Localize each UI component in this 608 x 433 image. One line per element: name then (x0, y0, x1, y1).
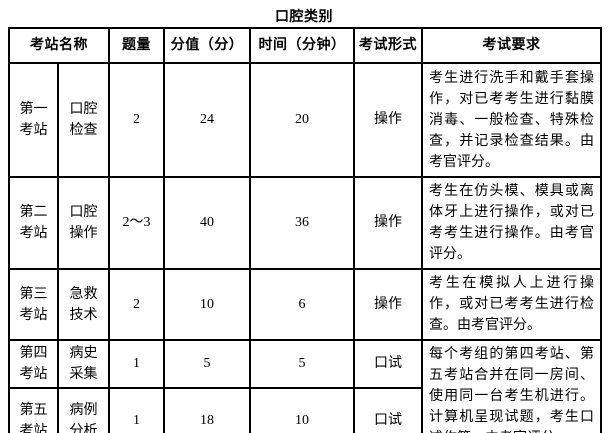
station-1-requirements: 考生进行洗手和戴手套操作，对已考考生进行黏膜消毒、一般检查、特殊检查，并记录检查… (421, 62, 602, 178)
page-title: 口腔类别 (275, 10, 333, 25)
station-3-name: 急救 技术 (57, 268, 110, 341)
station-2-quantity: 2～3 (108, 176, 165, 270)
station-5-name: 病例 分析 (57, 387, 110, 433)
header-score: 分值（分） (163, 27, 251, 64)
table-row: 第五 考站 病例 分析 1 18 10 口试 (8, 387, 601, 433)
station-1-quantity: 2 (108, 62, 165, 178)
station-4-format: 口试 (353, 339, 423, 389)
header-quantity: 题量 (108, 27, 165, 64)
station-5-score: 18 (163, 387, 251, 433)
table-row: 第四 考站 病史 采集 1 5 5 口试 每个考组的第四考站、第五考站合并在同一… (8, 339, 602, 433)
station-2-score: 40 (163, 176, 251, 270)
header-format: 考试形式 (353, 27, 423, 64)
station-5-format: 口试 (353, 387, 423, 433)
station-2-name: 口腔 操作 (57, 176, 110, 270)
header-station-name: 考站名称 (8, 27, 110, 64)
station-3-requirements: 考生在模拟人上进行操作，或对已考考生进行检查。由考官评分。 (421, 268, 602, 341)
station-4-5-merged-requirements: 每个考组的第四考站、第五考站合并在同一房间、使用同一台考生机进行。计算机呈现试题… (421, 339, 602, 433)
header-time: 时间（分钟） (249, 27, 355, 64)
station-3-number: 第三 考站 (8, 268, 59, 341)
table-row: 第一 考站 口腔 检查 2 24 20 操作 考生进行洗手和戴手套操作，对已考考… (8, 62, 602, 178)
station-4-time: 5 (249, 339, 355, 389)
station-4-number: 第四 考站 (8, 339, 59, 389)
station-1-name: 口腔 检查 (57, 62, 110, 178)
station-3-quantity: 2 (108, 268, 165, 341)
station-5-quantity: 1 (108, 387, 165, 433)
station-5-time: 10 (249, 387, 355, 433)
station-1-number: 第一 考站 (8, 62, 59, 178)
station-3-format: 操作 (353, 268, 423, 341)
station-2-format: 操作 (353, 176, 423, 270)
station-1-format: 操作 (353, 62, 423, 178)
station-3-score: 10 (163, 268, 251, 341)
station-4-name: 病史 采集 (57, 339, 110, 389)
station-2-number: 第二 考站 (8, 176, 59, 270)
station-1-score: 24 (163, 62, 251, 178)
station-2-requirements: 考生在仿头模、模具或离体牙上进行操作，或对已考考生进行操作。由考官评分。 (421, 176, 602, 270)
table-row: 第二 考站 口腔 操作 2～3 40 36 操作 考生在仿头模、模具或离体牙上进… (8, 176, 602, 270)
station-4-quantity: 1 (108, 339, 165, 389)
exam-stations-table: 考站名称 题量 分值（分） 时间（分钟） 考试形式 考试要求 第一 考站 口腔 … (8, 27, 602, 433)
table-row: 第三 考站 急救 技术 2 10 6 操作 考生在模拟人上进行操作，或对已考考生… (8, 268, 602, 341)
station-1-time: 20 (249, 62, 355, 178)
station-4-score: 5 (163, 339, 251, 389)
station-3-time: 6 (249, 268, 355, 341)
table-header-row: 考站名称 题量 分值（分） 时间（分钟） 考试形式 考试要求 (8, 27, 602, 64)
header-requirements: 考试要求 (421, 27, 602, 64)
station-5-number: 第五 考站 (8, 387, 59, 433)
station-2-time: 36 (249, 176, 355, 270)
